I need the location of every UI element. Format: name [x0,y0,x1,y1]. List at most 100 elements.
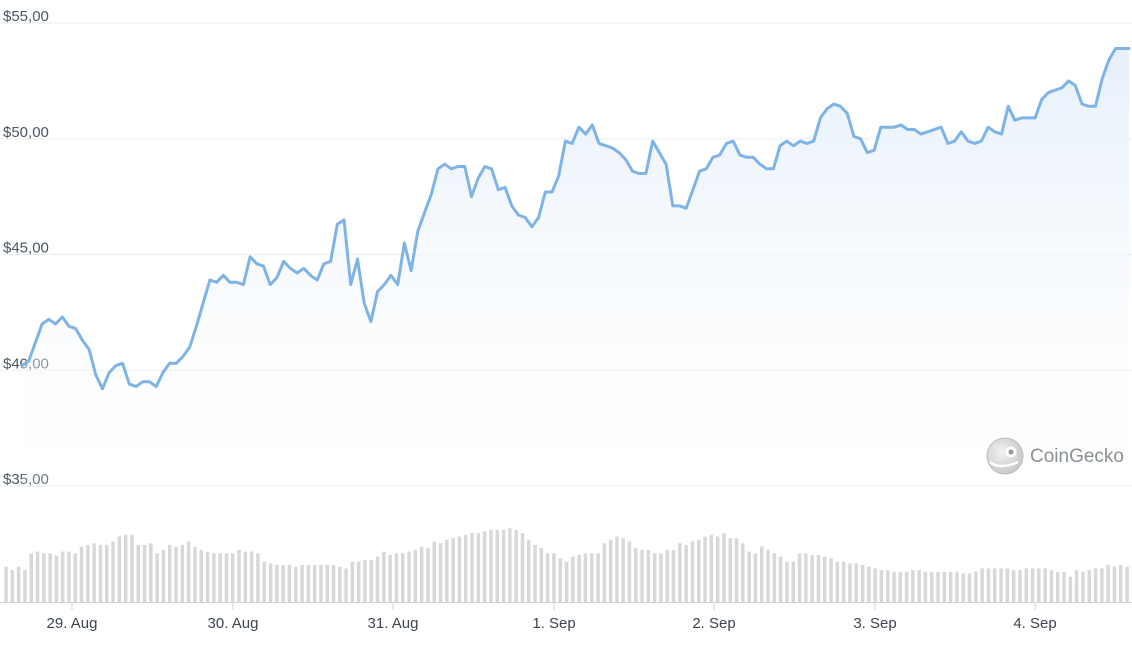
volume-bar [571,556,575,602]
volume-bar [539,548,544,602]
volume-bar [545,553,550,602]
volume-bar [1074,570,1079,602]
volume-bar [123,534,128,602]
volume-bar [262,561,266,602]
volume-bars [4,528,1129,602]
volume-bar [419,546,424,602]
volume-bar [438,543,443,602]
price-series [20,47,1131,391]
volume-bar [823,556,827,602]
volume-bar [1068,576,1073,602]
volume-bar [753,553,758,602]
volume-bar [1030,568,1035,602]
volume-bar [955,571,959,602]
volume-bar [325,565,329,602]
volume-bar [1100,568,1104,602]
volume-bar [709,534,714,602]
volume-bar [10,570,15,602]
volume-bar [810,555,814,602]
volume-bar [766,549,770,602]
volume-bar [1106,565,1110,602]
volume-bar [552,553,556,602]
volume-bar [917,570,921,602]
volume-bar [898,571,902,602]
volume-bar [1005,568,1010,602]
volume-bar [86,544,90,602]
volume-bar [60,551,65,602]
volume-bar [23,570,27,602]
volume-bar [1081,571,1085,602]
volume-bar [300,565,304,602]
volume-bar [388,555,392,602]
volume-bar [734,538,739,602]
volume-bar [848,563,852,602]
volume-bar [243,551,248,602]
volume-bar [980,568,984,602]
volume-bar [224,553,229,602]
volume-bar [665,549,669,602]
coingecko-watermark: CoinGecko [986,437,1124,475]
volume-bar [482,531,487,602]
volume-bar [829,558,833,602]
volume-bar [54,555,59,602]
volume-bar [1018,570,1022,602]
volume-bar [105,544,109,602]
x-axis: 29. Aug 30. Aug 31. Aug 1. Sep 2. Sep 3. Sep 4… [0,602,1132,632]
volume-bar [974,571,978,602]
x-tick-label: 31. Aug [368,615,419,632]
volume-bar [1011,570,1016,602]
volume-bar [722,533,726,602]
x-tick-label: 29. Aug [47,615,98,632]
price-line [20,47,1131,391]
volume-bar [785,561,789,602]
volume-bar [501,529,506,602]
volume-bar [854,563,858,602]
volume-bar [634,548,638,602]
volume-bar [741,543,745,602]
volume-bar [401,553,405,602]
volume-bar [382,551,386,602]
y-tick-label: $50,00 [3,124,49,141]
watermark-text: CoinGecko [1030,446,1124,467]
x-tick-label: 30. Aug [208,615,259,632]
volume-bar [287,565,292,602]
volume-bar [161,549,166,602]
volume-bar [275,565,279,602]
x-tick-label: 4. Sep [1013,615,1056,632]
volume-bar [149,543,153,602]
volume-bar [608,539,613,602]
volume-bar [111,541,115,602]
x-tick-label: 2. Sep [692,615,735,632]
volume-bar [867,566,871,602]
volume-bar [640,549,644,602]
volume-bar [967,573,972,602]
volume-bar [48,553,52,602]
volume-bar [564,561,569,602]
volume-bar [791,561,795,602]
volume-bar [678,543,682,602]
volume-bar [249,551,254,602]
volume-bar [186,541,191,602]
volume-bar [621,538,625,602]
volume-bar [1024,568,1028,602]
volume-bar [508,528,512,602]
volume-bar [237,549,241,602]
volume-bar [1056,571,1060,602]
volume-bar [1119,565,1123,602]
volume-bar [948,571,953,602]
volume-bar [1112,566,1117,602]
volume-bar [904,571,909,602]
volume-bar [514,529,518,602]
y-tick-label: $55,00 [3,8,49,25]
volume-bar [79,546,84,602]
volume-bar [816,555,821,602]
volume-bar [193,546,197,602]
volume-bar [690,541,695,602]
volume-bar [16,566,21,602]
volume-bar [936,571,940,602]
volume-bar [356,561,361,602]
volume-bar [451,538,455,602]
volume-bar [319,565,323,602]
volume-bar [73,553,77,602]
volume-bar [1087,570,1091,602]
